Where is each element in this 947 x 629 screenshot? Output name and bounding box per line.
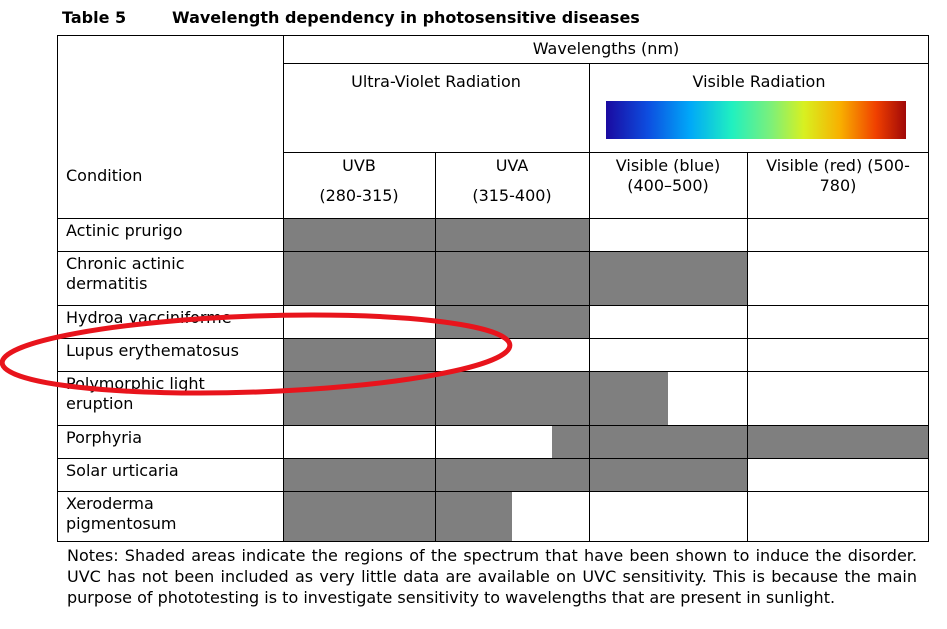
grid-line <box>57 35 58 542</box>
grid-line <box>435 152 436 542</box>
condition-label: Xeroderma pigmentosum <box>66 494 176 534</box>
shaded-cell-vis_blue <box>589 251 747 305</box>
table-title: Wavelength dependency in photosensitive … <box>172 8 640 27</box>
header-visible-red: Visible (red) (500- <box>766 156 910 175</box>
condition-label: Solar urticaria <box>66 461 179 481</box>
shaded-cell-vis_blue <box>589 458 747 491</box>
header-visible-red-range: 780) <box>819 176 857 195</box>
header-visible-blue: Visible (blue) <box>615 156 721 175</box>
shaded-cell-vis_red <box>747 425 929 458</box>
grid-line <box>928 35 929 542</box>
condition-label: Hydroa vacciniforme <box>66 308 232 328</box>
condition-label-line2: eruption <box>66 394 134 413</box>
header-condition: Condition <box>66 166 143 185</box>
table-number: Table 5 <box>62 8 127 27</box>
condition-label-line1: Hydroa vacciniforme <box>66 308 232 327</box>
header-wavelengths: Wavelengths (nm) <box>532 39 680 58</box>
shaded-cell-vis_blue <box>589 425 747 458</box>
condition-label-line1: Chronic actinic <box>66 254 185 273</box>
header-uv-radiation: Ultra-Violet Radiation <box>351 72 521 91</box>
grid-line <box>57 371 929 372</box>
shaded-cell-uva <box>552 425 589 458</box>
header-visible-radiation: Visible Radiation <box>692 72 826 91</box>
grid-line <box>589 63 590 542</box>
shaded-cell-uva <box>435 305 589 338</box>
grid-line <box>747 152 748 542</box>
grid-line <box>57 541 929 542</box>
grid-line <box>57 218 929 219</box>
shaded-cell-uvb <box>283 251 435 305</box>
table-caption: Table 5 Wavelength dependency in photosen… <box>62 8 640 27</box>
shaded-cell-uvb <box>283 218 435 251</box>
shaded-cell-uva <box>435 458 589 491</box>
grid-line <box>283 35 284 542</box>
condition-label-line1: Actinic prurigo <box>66 221 183 240</box>
wavelength-table: Wavelengths (nm) Ultra-Violet Radiation … <box>57 35 929 542</box>
shaded-cell-uvb <box>283 458 435 491</box>
condition-label: Chronic actinic dermatitis <box>66 254 185 294</box>
condition-label-line1: Xeroderma <box>66 494 154 513</box>
grid-line <box>57 491 929 492</box>
condition-label-line2: pigmentosum <box>66 514 177 533</box>
grid-line <box>283 152 929 153</box>
condition-label: Actinic prurigo <box>66 221 183 241</box>
shaded-cell-uva <box>435 251 589 305</box>
shaded-cell-uva <box>435 218 589 251</box>
shaded-cell-vis_blue <box>589 371 668 425</box>
shaded-cell-uva <box>435 491 512 542</box>
visible-spectrum-gradient <box>606 101 906 139</box>
condition-label: Lupus erythematosus <box>66 341 239 361</box>
header-uva: UVA <box>495 156 529 175</box>
header-uvb-range: (280-315) <box>319 186 399 205</box>
header-visible-blue-range: (400–500) <box>627 176 709 195</box>
shaded-cell-uva <box>435 371 589 425</box>
grid-line <box>57 338 929 339</box>
shaded-cell-uvb <box>283 491 435 542</box>
red-ellipse-icon <box>0 312 513 396</box>
condition-label-line1: Solar urticaria <box>66 461 179 480</box>
grid-line <box>283 63 929 64</box>
grid-line <box>57 305 929 306</box>
grid-line <box>57 35 929 36</box>
header-uvb: UVB <box>342 156 376 175</box>
condition-label-line2: dermatitis <box>66 274 148 293</box>
grid-line <box>57 425 929 426</box>
grid-line <box>57 458 929 459</box>
header-uva-range: (315-400) <box>472 186 552 205</box>
shaded-cell-uvb <box>283 338 435 371</box>
condition-label-line1: Porphyria <box>66 428 143 447</box>
table-notes: Notes: Shaded areas indicate the regions… <box>67 546 917 607</box>
grid-line <box>57 251 929 252</box>
condition-label-line1: Lupus erythematosus <box>66 341 239 360</box>
condition-label: Porphyria <box>66 428 142 448</box>
